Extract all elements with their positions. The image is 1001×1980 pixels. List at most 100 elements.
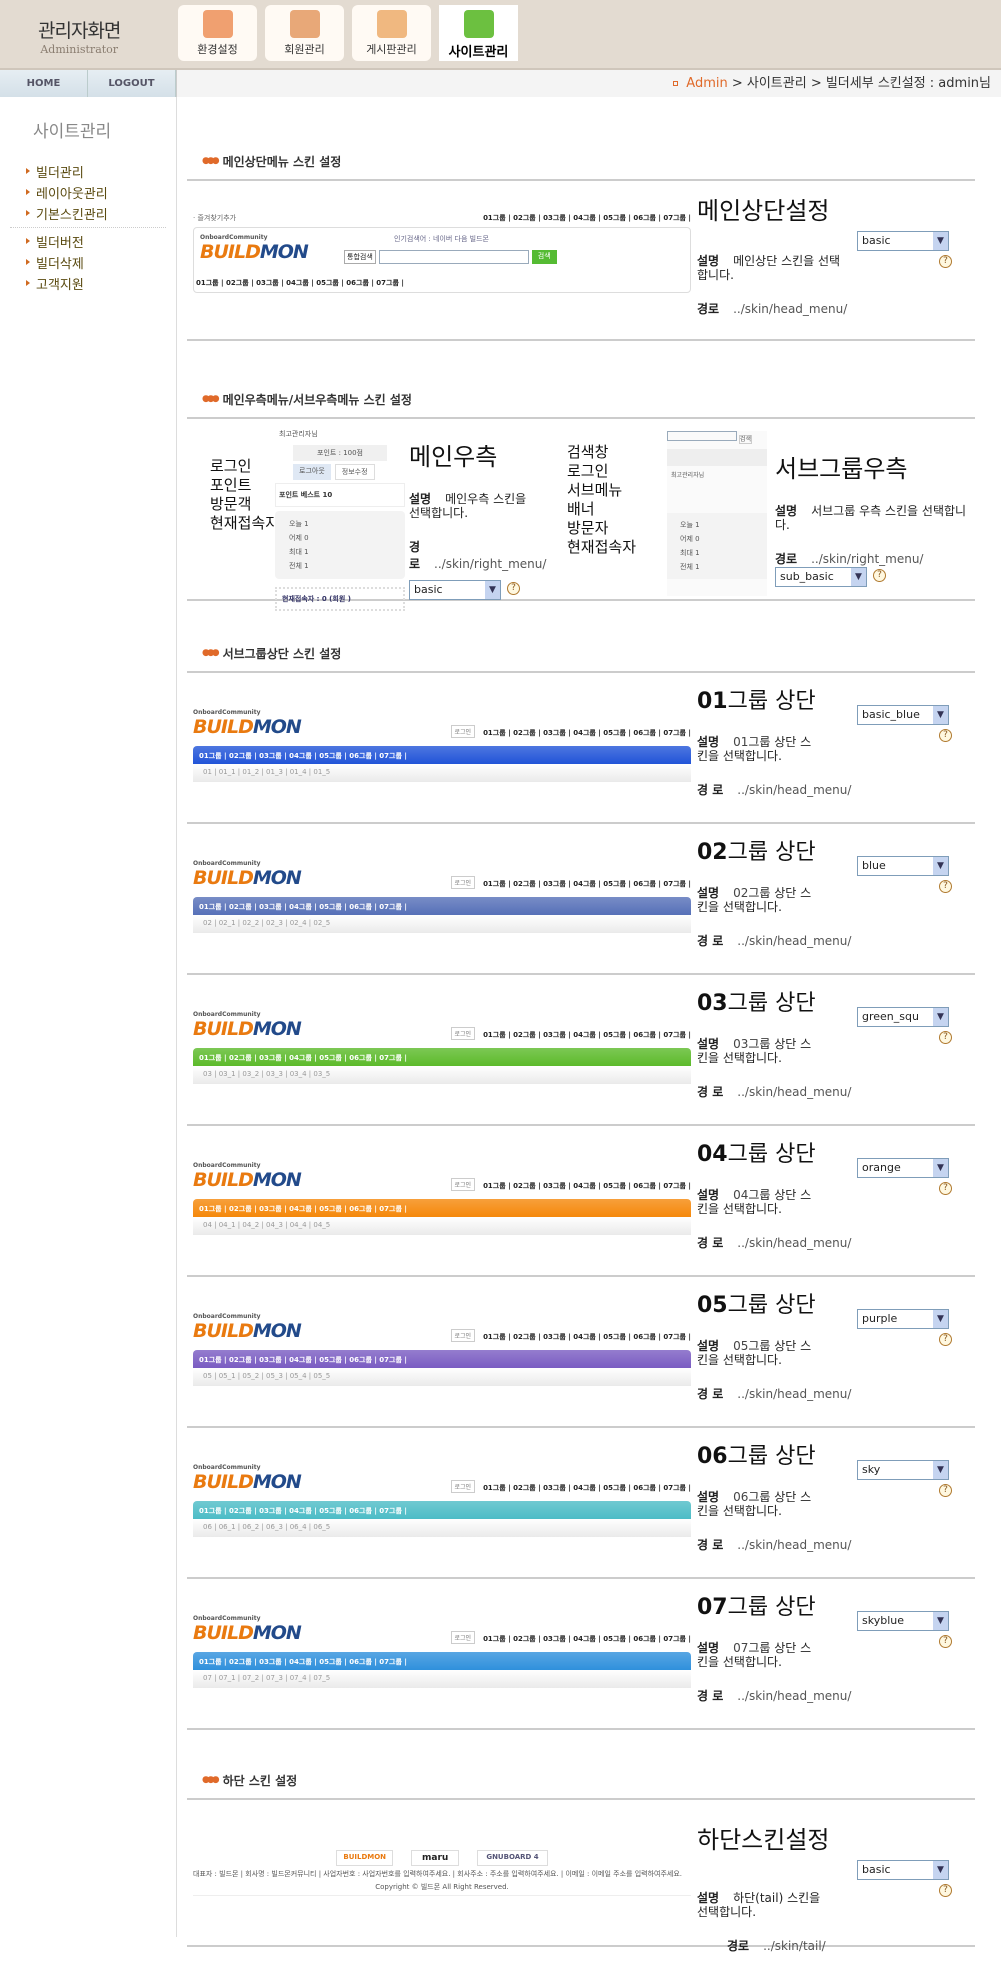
text-label: 설명 [775, 504, 798, 518]
text-label: 최대 1 [289, 548, 309, 556]
section-title-groups: ●●● 서브그룹상단 스킨 설정 [187, 635, 975, 673]
bullet-icon: ●●● [202, 1775, 219, 1785]
text-label: 경 로 [409, 540, 421, 571]
text-label: 07 [733, 1641, 749, 1655]
help-icon[interactable]: ? [939, 1484, 952, 1497]
skin-select[interactable]: basic_blue ▼ [857, 705, 949, 725]
text-label: GNUBOARD 4 [477, 1850, 548, 1866]
sidebar-item[interactable]: 빌더관리 [0, 162, 176, 183]
sidebar-item[interactable]: 빌더버전 [0, 232, 176, 253]
group-skin-row-04: OnboardCommunity BUILDMON 로그인 01그룹 | 02그룹 |… [187, 1126, 975, 1277]
text-label: 경 로 [697, 1387, 724, 1401]
home-link[interactable]: HOME [0, 70, 88, 97]
help-icon[interactable]: ? [939, 1182, 952, 1195]
text-label: 설명 [697, 1188, 720, 1202]
text-label: OnboardCommunity [193, 1464, 261, 1471]
container: 경 로 ../skin/head_menu/ [697, 1687, 975, 1704]
container: basic ▼? [409, 580, 559, 604]
container: 설명 메인상단 스킨을 선택합니다. [697, 254, 847, 282]
help-icon[interactable]: ? [939, 729, 952, 742]
breadcrumb-admin[interactable]: Admin [686, 76, 728, 91]
help-icon[interactable]: ? [939, 1031, 952, 1044]
selected-value: basic [862, 234, 891, 247]
text-label: 설명 [697, 886, 720, 900]
text-label: 01그룹 | 02그룹 | 03그룹 | 04그룹 | 05그룹 | 06그룹 … [193, 1501, 691, 1519]
header-subtitle: Administrator [40, 43, 119, 56]
sidebar-item[interactable]: 빌더삭제 [0, 253, 176, 274]
skin-select[interactable]: skyblue ▼ [857, 1611, 949, 1631]
container: 설명 02그룹 상단 스킨을 선택합니다. [697, 886, 812, 914]
tail-skin-row: BUILDMON maru GNUBOARD 4 대표자 : 빌드몬 | 회사명… [187, 1800, 975, 1953]
text-label: 그룹 상단 [727, 1595, 816, 1620]
text-label: 통합검색 [344, 250, 376, 264]
text-label: 그룹 상단 스킨을 선택합니다. [697, 1339, 812, 1367]
skin-select[interactable]: sky ▼ [857, 1460, 949, 1480]
group-info: 01그룹 상단 설명 01그룹 상단 스킨을 선택합니다. 경 로 ../skin/… [697, 673, 975, 822]
sidebar-title: 사이트관리 [33, 122, 112, 142]
group-skin-row-06: OnboardCommunity BUILDMON 로그인 01그룹 | 02그룹 |… [187, 1428, 975, 1579]
skin-select[interactable]: purple ▼ [857, 1309, 949, 1329]
text-label: 04 | 04_1 | 04_2 | 04_3 | 04_4 | 04_5 [203, 1221, 331, 1229]
text-label: ../skin/tail/ [763, 1939, 826, 1953]
header: 관리자화면 Administrator 환경설정 회원관리 게시판관리 사이트관리 [0, 0, 1001, 70]
text-label: 그룹 상단 스킨을 선택합니다. [697, 886, 812, 914]
text-label: 포인트 베스트 10 [275, 483, 405, 507]
text-label: 하단스킨설정 [697, 1826, 830, 1854]
text-label: 포인트 : 100점 [293, 445, 387, 461]
container: 설명 04그룹 상단 스킨을 선택합니다. [697, 1188, 812, 1216]
section-title-head: ●●● 메인상단메뉴 스킨 설정 [187, 143, 975, 181]
text-label: 그룹 상단 스킨을 선택합니다. [697, 1490, 812, 1518]
top-tab-3[interactable]: 사이트관리 [439, 5, 518, 61]
main-right-list: 로그인 포인트 방문객 현재접속자 [210, 457, 279, 533]
text-label: MON [252, 1622, 302, 1644]
text-label: ../skin/head_menu/ [737, 1085, 852, 1099]
text-label: 05 | 05_1 | 05_2 | 05_3 | 05_4 | 05_5 [203, 1372, 331, 1380]
selected-value: basic [862, 1863, 891, 1876]
skin-select[interactable]: sub_basic ▼ [775, 567, 867, 587]
text-label: · 즐겨찾기추가 [193, 214, 237, 222]
top-tab-1[interactable]: 회원관리 [265, 5, 344, 61]
text-label: 현재접속자 : 0 (회원 ) [275, 587, 405, 611]
container: 경로 ../skin/tail/ [697, 1937, 975, 1954]
skin-select[interactable]: green_squ ▼ [857, 1007, 949, 1027]
container: 설명 06그룹 상단 스킨을 선택합니다. [697, 1490, 812, 1518]
top-tab-label: 환경설정 [197, 43, 238, 56]
help-icon[interactable]: ? [507, 582, 520, 595]
container: OnboardCommunity BUILDMON 로그인 01그룹 | 02그룹 |… [193, 1615, 691, 1644]
skin-select[interactable]: basic ▼ [409, 580, 501, 600]
text-label: ../skin/head_menu/ [737, 1236, 852, 1250]
help-icon[interactable]: ? [939, 1635, 952, 1648]
help-icon[interactable]: ? [939, 1333, 952, 1346]
text-label: MON [252, 1169, 302, 1191]
top-tab-label: 게시판관리 [366, 43, 417, 56]
help-icon[interactable]: ? [939, 1884, 952, 1897]
top-tab-2[interactable]: 게시판관리 [352, 5, 431, 61]
help-icon[interactable]: ? [873, 569, 886, 582]
help-icon[interactable]: ? [939, 255, 952, 268]
logout-link[interactable]: LOGOUT [88, 70, 176, 97]
skin-select[interactable]: blue ▼ [857, 856, 949, 876]
help-icon[interactable]: ? [939, 880, 952, 893]
text-label: 03 [697, 991, 728, 1016]
skin-select[interactable]: orange ▼ [857, 1158, 949, 1178]
header-title: 관리자화면 [38, 20, 121, 42]
skin-select[interactable]: basic ▼ [857, 1860, 949, 1880]
group-preview: OnboardCommunity BUILDMON 로그인 01그룹 | 02그룹 |… [187, 1428, 697, 1577]
sidebar-item[interactable]: 레이아웃관리 [0, 183, 176, 204]
sub-right-preview: 검색 최고관리자님 오늘 1 어제 0 최대 1 전체 1 [667, 431, 767, 596]
text-label: 01그룹 | 02그룹 | 03그룹 | 04그룹 | 05그룹 | 06그룹 … [193, 1199, 691, 1217]
sidebar-item-label: 레이아웃관리 [36, 187, 108, 202]
bullet-icon [673, 81, 679, 86]
container: OnboardCommunity BUILDMON 로그인 01그룹 | 02그룹 |… [193, 709, 691, 738]
selected-value: skyblue [862, 1614, 904, 1627]
text-label: 02 [697, 840, 728, 865]
sidebar-item[interactable]: 고객지원 [0, 274, 176, 295]
container: 05그룹 상단 [697, 1287, 975, 1319]
selected-value: orange [862, 1161, 901, 1174]
sub-right-list: 검색창 로그인 서브메뉴 배너 방문자 현재접속자 [567, 443, 636, 557]
top-tab-0[interactable]: 환경설정 [178, 5, 257, 61]
text-label: BUILD [193, 1471, 254, 1493]
text-label: BUILD [200, 241, 261, 263]
skin-select[interactable]: basic ▼ [857, 231, 949, 251]
sidebar-item[interactable]: 기본스킨관리 [0, 204, 176, 225]
